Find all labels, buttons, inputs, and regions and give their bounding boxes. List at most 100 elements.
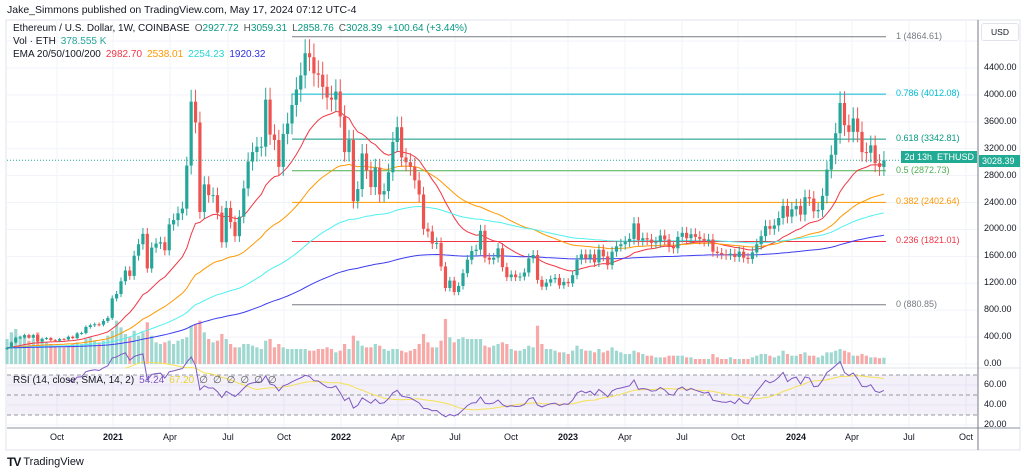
- candle-body: [79, 333, 84, 335]
- open-value: 2927.72: [202, 23, 239, 34]
- volume-bar: [88, 337, 92, 364]
- candle-body: [136, 244, 141, 256]
- candle-body: [172, 220, 176, 225]
- symbol-title[interactable]: Ethereum / U.S. Dollar, 1W, COINBASE: [13, 23, 190, 34]
- price-tick-label: 4000.00: [984, 88, 1017, 99]
- candle-body: [457, 285, 461, 293]
- volume-bar: [685, 357, 689, 364]
- volume-bar: [610, 347, 614, 364]
- volume-bar: [483, 345, 487, 364]
- na-value: ∅: [212, 375, 222, 386]
- tradingview-logo[interactable]: TV TradingView: [7, 455, 84, 469]
- volume-bar: [101, 340, 106, 364]
- tradingview-logo-icon: TV: [7, 455, 21, 469]
- volume-bar: [457, 339, 461, 364]
- volume-bar: [584, 350, 588, 364]
- volume-bar: [614, 350, 619, 364]
- volume-bar: [663, 357, 667, 364]
- volume-bar: [189, 325, 193, 364]
- candle-body: [492, 257, 496, 260]
- candle-body: [430, 231, 434, 244]
- volume-bar: [53, 345, 57, 364]
- volume-bar: [676, 355, 680, 364]
- volume-bar: [518, 350, 522, 364]
- candle-body: [14, 337, 18, 343]
- volume-label[interactable]: Vol · ETH: [13, 36, 56, 47]
- candle-body: [693, 234, 697, 237]
- volume-bar: [128, 337, 132, 364]
- na-value: ∅: [267, 375, 277, 386]
- volume-bar: [136, 335, 141, 364]
- candle-body: [211, 195, 215, 197]
- volume-bar: [382, 349, 386, 364]
- candle-body: [689, 234, 693, 239]
- ema50-value: 2538.01: [147, 49, 184, 60]
- candle-body: [167, 224, 171, 251]
- volume-bar: [150, 335, 154, 364]
- volume-bar: [404, 352, 408, 364]
- volume-bar: [154, 342, 158, 364]
- candle-body: [667, 239, 671, 247]
- rsi-label[interactable]: RSI (14, close, SMA, 14, 2): [13, 375, 135, 386]
- ema-label[interactable]: EMA 20/50/100/200: [13, 49, 101, 60]
- volume-bar: [158, 344, 163, 364]
- volume-bar: [115, 320, 119, 364]
- rsi-value: 54.24: [139, 375, 165, 386]
- volume-bar: [439, 340, 443, 364]
- candle-body: [470, 250, 474, 260]
- candle-body: [132, 255, 136, 276]
- volume-bar: [215, 340, 220, 364]
- ema20-value: 2982.70: [105, 49, 143, 60]
- volume-bar: [803, 352, 807, 364]
- volume-bar: [417, 344, 421, 364]
- candle-body: [864, 152, 868, 154]
- time-tick-label: 2024: [785, 432, 807, 442]
- candle-body: [553, 277, 557, 280]
- volume-bar: [334, 352, 338, 364]
- candle-body: [189, 101, 193, 166]
- volume-bar: [654, 357, 658, 364]
- volume-bar: [728, 357, 733, 364]
- volume-bar: [246, 344, 250, 364]
- volume-bar: [356, 340, 360, 364]
- candle-body: [671, 246, 676, 249]
- ema50-line: [6, 163, 885, 349]
- candle-body: [641, 238, 645, 241]
- candle-body: [540, 279, 544, 287]
- candle-body: [386, 172, 391, 192]
- volume-bar: [553, 350, 557, 364]
- candle-body: [207, 184, 211, 196]
- rsi-sma-value: 67.20: [169, 375, 195, 386]
- candle-body: [592, 254, 597, 263]
- candle-body: [443, 266, 448, 288]
- volume-bar: [829, 352, 833, 364]
- candle-body: [500, 248, 505, 268]
- open-label: O: [194, 23, 203, 34]
- candle-body: [759, 236, 763, 245]
- volume-bar: [395, 349, 399, 364]
- candle-body: [847, 125, 851, 132]
- volume-bar: [864, 355, 868, 364]
- volume-bar: [413, 349, 417, 364]
- candle-body: [281, 133, 285, 167]
- close-label: C: [338, 23, 347, 34]
- volume-bar: [229, 344, 233, 364]
- volume-bar: [781, 350, 785, 364]
- candle-body: [487, 257, 491, 260]
- candle-body: [706, 239, 711, 241]
- candle-body: [518, 276, 522, 278]
- fib-level-label: 0.236 (1821.01): [896, 235, 960, 246]
- time-tick-label: 2021: [102, 432, 124, 442]
- currency-button[interactable]: USD: [981, 23, 1019, 41]
- ema100-line: [6, 205, 885, 349]
- candle-body: [588, 254, 592, 259]
- candle-body: [614, 246, 619, 252]
- time-tick-label: Oct: [276, 432, 292, 442]
- candle-body: [535, 255, 540, 280]
- candle-body: [193, 101, 198, 123]
- candle-body: [860, 131, 864, 153]
- volume-bar: [325, 347, 329, 364]
- candle-body: [150, 247, 154, 269]
- high-label: H: [243, 23, 251, 34]
